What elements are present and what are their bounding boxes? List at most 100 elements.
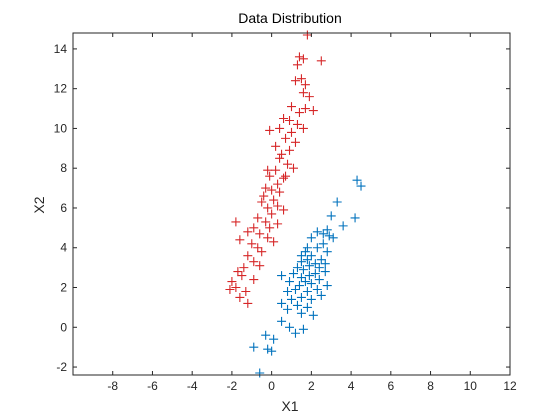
y-tick-label: -2 [56,360,67,374]
data-point [294,52,304,62]
data-point [259,191,269,201]
data-point [314,263,324,273]
data-point [265,171,275,181]
data-point [285,277,295,287]
data-point [281,171,291,181]
data-point [292,263,302,273]
data-point [292,300,302,310]
data-point [298,324,308,334]
data-point [316,56,326,66]
data-point [290,328,300,338]
data-point [239,263,249,273]
data-point [235,292,245,302]
data-point [322,247,332,257]
data-point [243,227,253,237]
data-point [279,205,289,215]
x-tick-label: 6 [387,379,394,393]
data-point [312,227,322,237]
data-point [350,213,360,223]
data-point [302,255,312,265]
data-point [265,125,275,135]
x-axis-label: X1 [281,398,298,414]
data-point [233,267,243,277]
data-point [267,209,277,219]
data-point [322,281,332,291]
data-point [287,102,296,112]
data-point [302,286,312,296]
data-point [263,165,273,175]
data-point [283,304,293,314]
data-point [243,251,253,261]
data-point [332,197,342,207]
y-tick-label: 10 [54,121,68,135]
data-point [275,123,285,133]
data-point [316,255,326,265]
data-point [296,273,306,283]
data-point [277,271,287,281]
data-point [273,219,283,229]
x-tick-label: 0 [268,379,275,393]
data-point [279,173,289,183]
data-point [306,279,316,289]
data-point [294,108,304,118]
y-tick-label: 14 [54,42,68,56]
data-point [312,285,322,294]
data-point [273,201,283,211]
data-point [308,106,318,116]
x-tick-label: -8 [107,379,118,393]
data-point [231,217,241,227]
data-point [300,80,310,90]
y-axis-label: X2 [31,196,47,213]
data-point [263,233,273,243]
data-point [298,54,308,64]
data-point [243,298,253,308]
data-point [292,60,302,70]
y-tick-label: 0 [60,320,67,334]
data-point [279,114,289,123]
data-point [275,187,285,197]
data-point [263,344,273,354]
data-point [275,153,285,163]
data-point [267,185,277,195]
data-point [285,115,295,125]
data-point [225,285,235,294]
data-point [257,247,267,257]
data-point [261,217,271,227]
data-point [296,308,306,318]
data-point [271,141,281,151]
series-2 [249,175,366,378]
data-point [306,233,316,243]
x-tick-label: 12 [503,379,517,393]
data-point [298,123,308,133]
data-point [302,243,312,253]
x-tick-label: 8 [427,379,434,393]
data-point [255,229,265,239]
data-point [308,310,318,320]
data-point [283,286,293,296]
data-point [287,294,296,304]
data-point [285,322,295,332]
x-tick-label: -4 [187,379,198,393]
data-point [237,271,247,281]
data-point [326,211,336,221]
x-tick-label: 4 [348,379,355,393]
data-point [306,251,316,261]
data-point [277,298,287,308]
data-point [269,195,279,205]
data-point [277,316,287,326]
x-tick-label: -6 [147,379,158,393]
x-tick-label: -2 [227,379,238,393]
data-point [265,223,275,233]
data-point [261,183,271,193]
data-point [241,286,251,296]
data-point [249,223,259,233]
data-point [310,259,320,269]
data-point [269,334,279,344]
data-point [231,283,241,293]
data-point [249,342,259,352]
data-point [302,30,312,40]
x-tick-label: 10 [464,379,478,393]
data-point [281,133,291,143]
data-point [261,330,271,340]
